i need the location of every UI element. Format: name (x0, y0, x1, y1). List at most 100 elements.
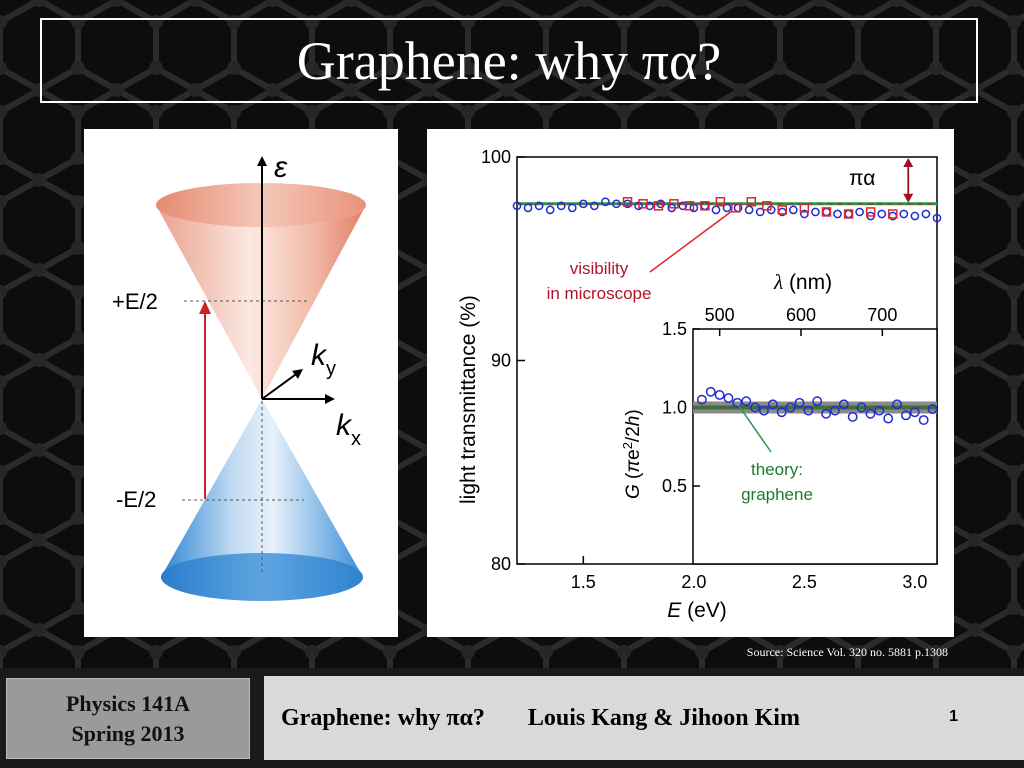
inset-data-point (812, 396, 823, 407)
circle-data-point (811, 207, 820, 217)
circle-data-point (523, 203, 533, 213)
inset-data-point (874, 405, 885, 416)
inset-data-point (785, 402, 796, 413)
ky-label: ky (311, 339, 336, 380)
inset-top-tick-label: 500 (705, 305, 735, 325)
inset-data-point (856, 402, 867, 413)
dirac-cone-diagram: ε +E/2 -E/2 ky kx (112, 151, 366, 601)
inset-data-point (847, 411, 858, 422)
pi-alpha-label: πα (849, 167, 875, 190)
transmittance-chart: 1.5 2.0 2.5 3.0 80 90 100 πα visibility in mic… (457, 147, 942, 622)
slide-title-box: Graphene: why πα? (40, 18, 978, 103)
inset-y-tick-label: 0.5 (662, 476, 687, 496)
inset-data-point (723, 393, 734, 404)
inset-data-point (883, 413, 894, 424)
circle-data-point (656, 199, 666, 209)
inset-data-point (918, 415, 929, 426)
inset-top-axis-label: λ (nm) (773, 270, 832, 294)
source-citation: Source: Science Vol. 320 no. 5881 p.1308 (746, 645, 948, 659)
main-x-tick-label: 2.0 (681, 572, 706, 592)
footer-title: Graphene: why πα? (281, 704, 485, 731)
circle-data-point (755, 207, 765, 217)
main-x-axis-label: E (eV) (667, 599, 727, 622)
square-data-point (888, 209, 898, 219)
circle-data-point (921, 209, 931, 219)
circle-data-point (556, 201, 566, 211)
visibility-label-line1: visibility (570, 259, 629, 278)
inset-top-tick-label: 600 (786, 305, 816, 325)
dirac-cone-panel: ε +E/2 -E/2 ky kx (84, 129, 398, 637)
inset-data-point (865, 408, 876, 419)
inset-data-point (830, 405, 840, 416)
square-data-point (638, 199, 648, 209)
inset-data-point (767, 399, 778, 410)
footer-info-box: Graphene: why πα? Louis Kang & Jihoon Ki… (264, 676, 1024, 760)
main-y-axis-label: light transmittance (%) (457, 295, 480, 504)
inset-data-point (909, 407, 920, 418)
main-x-tick-label: 3.0 (902, 572, 927, 592)
circle-data-point (800, 209, 809, 219)
footer-course-box: Physics 141A Spring 2013 (6, 678, 250, 759)
inset-data-point (759, 405, 769, 416)
theory-pointer (738, 405, 772, 453)
main-y-tick-label: 80 (491, 554, 511, 574)
slide-title: Graphene: why πα? (296, 30, 722, 91)
transmittance-chart-panel: 1.5 2.0 2.5 3.0 80 90 100 πα visibility in mic… (427, 129, 954, 637)
pi-alpha-arrow-head-up (903, 158, 914, 167)
main-y-tick-label: 90 (491, 351, 511, 371)
circle-data-point (512, 201, 522, 211)
inset-y-tick-label: 1.0 (662, 398, 687, 418)
circle-data-point (612, 199, 621, 209)
inset-data-point (741, 396, 752, 407)
inset-data-point (794, 397, 805, 408)
inset-top-tick-label: 700 (867, 305, 897, 325)
circle-data-point (932, 213, 942, 223)
visibility-label-line2: in microscope (547, 284, 652, 303)
footer-course-name: Physics 141A (65, 690, 191, 716)
main-y-tick-label: 100 (481, 147, 511, 167)
circle-data-point (822, 207, 831, 217)
inset-y-tick-label: 1.5 (662, 319, 687, 339)
energy-label: ε (274, 151, 288, 184)
circle-data-point (910, 211, 920, 221)
lower-cone-bottom (161, 553, 363, 601)
inset-data-point (821, 408, 832, 419)
inset-data-point (750, 402, 761, 413)
inset-plot-frame (692, 328, 938, 565)
circle-data-point (855, 207, 864, 217)
circle-data-point (567, 203, 577, 213)
square-data-point (762, 201, 772, 211)
circle-data-point (833, 209, 842, 219)
inset-data-point (892, 399, 903, 410)
footer-course-term: Spring 2013 (71, 720, 185, 746)
pi-alpha-arrow-head-down (903, 193, 914, 203)
square-data-point (684, 201, 695, 211)
square-data-point (746, 197, 757, 207)
square-data-point (731, 203, 741, 213)
circle-data-point (711, 205, 721, 215)
circle-data-point (645, 201, 654, 211)
square-data-point (715, 197, 726, 207)
theory-label-line1: theory: (751, 460, 803, 479)
footer-authors: Louis Kang & Jihoon Kim (527, 704, 800, 731)
main-x-tick-label: 2.5 (792, 572, 817, 592)
inset-data-point (776, 407, 787, 418)
circle-data-point (899, 209, 909, 219)
main-x-tick-label: 1.5 (571, 572, 596, 592)
circle-data-point (545, 205, 555, 215)
circle-data-point (534, 201, 544, 211)
circle-data-point (788, 205, 798, 215)
circle-data-point (678, 201, 688, 211)
circle-data-point (578, 199, 588, 209)
circle-data-point (877, 209, 887, 219)
minus-energy-label: -E/2 (116, 487, 156, 512)
inset-data-point (803, 405, 814, 416)
square-data-point (843, 209, 854, 219)
inset-data-point (838, 399, 849, 410)
square-data-point (821, 207, 832, 217)
kx-label: kx (336, 409, 361, 450)
circle-data-point (744, 205, 754, 215)
page-number: 1 (949, 708, 958, 725)
inset-y-axis-label: G (πe2/2h) (620, 409, 644, 499)
inset-data-point (705, 386, 716, 397)
